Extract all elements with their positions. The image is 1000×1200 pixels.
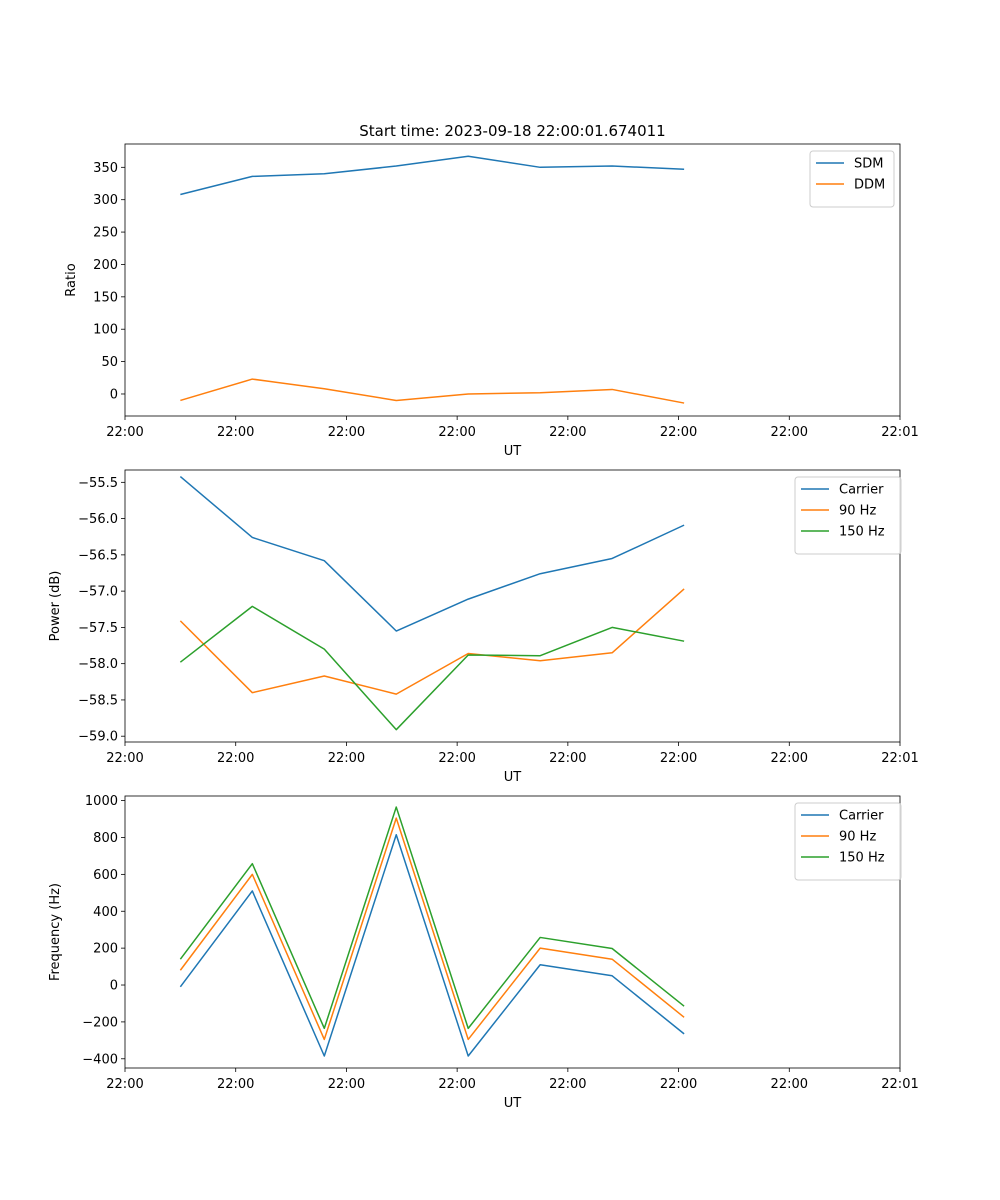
y-tick-label: −58.0: [78, 657, 118, 672]
y-tick-label: 0: [110, 387, 118, 402]
x-axis-label: UT: [504, 1096, 522, 1111]
x-tick-label: 22:00: [106, 1077, 143, 1092]
x-tick-label: 22:00: [106, 425, 143, 440]
x-tick-label: 22:00: [771, 1077, 808, 1092]
legend-label: Carrier: [839, 809, 884, 824]
y-tick-label: −56.5: [78, 548, 118, 563]
y-tick-label: −57.5: [78, 621, 118, 636]
y-tick-label: −56.0: [78, 512, 118, 527]
axes-frame: [124, 143, 901, 417]
y-tick-label: 1000: [85, 794, 118, 809]
chart-title: Start time: 2023-09-18 22:00:01.674011: [359, 122, 665, 140]
y-tick-label: −57.0: [78, 585, 118, 600]
x-tick-label: 22:00: [438, 1077, 475, 1092]
subplot-1: 22:00 22:00 22:00 22:00 22:00 22:00 22:00 22:01…: [64, 143, 919, 459]
subplot-3: 22:00 22:00 22:00 22:00 22:00 22:00 22:00 22:01…: [48, 794, 919, 1111]
series-line-carrier: [179, 833, 685, 1057]
y-tick-label: 300: [93, 193, 118, 208]
x-tick-label: 22:01: [881, 751, 918, 766]
y-tick-label: 100: [93, 323, 118, 338]
x-tick-label: 22:00: [438, 751, 475, 766]
x-tick-label: 22:00: [328, 751, 365, 766]
y-tick-label: 800: [93, 831, 118, 846]
legend-label: 150 Hz: [839, 525, 885, 540]
x-tick-label: 22:00: [217, 425, 254, 440]
legend-box: [809, 150, 895, 208]
axes-frame: [124, 795, 901, 1069]
series-line-90-hz: [179, 588, 685, 695]
legend-label: SDM: [854, 157, 883, 172]
y-tick-label: 400: [93, 905, 118, 920]
x-tick-label: 22:00: [549, 751, 586, 766]
legend-box: [794, 476, 902, 555]
legend-box: [794, 802, 902, 881]
axes-frame: [124, 469, 901, 743]
y-tick-label: 150: [93, 290, 118, 305]
series-line-ddm: [180, 378, 685, 404]
y-tick-label: 600: [93, 868, 118, 883]
series-line-carrier: [179, 475, 685, 632]
x-tick-label: 22:00: [328, 1077, 365, 1092]
x-tick-label: 22:00: [660, 751, 697, 766]
y-tick-label: 250: [93, 226, 118, 241]
x-tick-label: 22:00: [660, 1077, 697, 1092]
y-axis-label: Frequency (Hz): [48, 883, 63, 981]
x-tick-label: 22:00: [106, 751, 143, 766]
legend-label: Carrier: [839, 483, 884, 498]
y-tick-label: −400: [82, 1052, 118, 1067]
y-axis-label: Power (dB): [48, 571, 63, 642]
series-line-150-hz: [179, 806, 685, 1030]
series-line-90-hz: [179, 817, 685, 1041]
y-tick-label: 0: [110, 979, 118, 994]
x-tick-label: 22:00: [771, 425, 808, 440]
y-tick-label: 200: [93, 942, 118, 957]
x-axis-label: UT: [504, 770, 522, 785]
series-line-sdm: [180, 155, 685, 196]
x-axis-label: UT: [504, 444, 522, 459]
x-tick-label: 22:00: [217, 1077, 254, 1092]
x-tick-label: 22:00: [549, 425, 586, 440]
x-tick-label: 22:00: [771, 751, 808, 766]
legend-label: 90 Hz: [839, 830, 876, 845]
series-line-150-hz: [179, 605, 685, 731]
legend-label: 90 Hz: [839, 504, 876, 519]
y-axis-label: Ratio: [64, 263, 79, 296]
legend-label: 150 Hz: [839, 851, 885, 866]
x-tick-label: 22:01: [881, 425, 918, 440]
x-tick-label: 22:00: [660, 425, 697, 440]
y-tick-label: 50: [101, 355, 118, 370]
x-tick-label: 22:00: [549, 1077, 586, 1092]
legend-label: DDM: [854, 178, 885, 193]
y-tick-label: −59.0: [78, 730, 118, 745]
y-tick-label: 350: [93, 161, 118, 176]
y-tick-label: −58.5: [78, 693, 118, 708]
legend: Carrier 90 Hz 150 Hz: [794, 802, 902, 881]
subplot-2: 22:00 22:00 22:00 22:00 22:00 22:00 22:00 22:01…: [48, 469, 919, 785]
x-tick-label: 22:00: [438, 425, 475, 440]
x-tick-label: 22:00: [328, 425, 365, 440]
x-tick-label: 22:01: [881, 1077, 918, 1092]
y-tick-label: −200: [82, 1015, 118, 1030]
x-tick-label: 22:00: [217, 751, 254, 766]
y-tick-label: 200: [93, 258, 118, 273]
legend: SDM DDM: [809, 150, 895, 208]
legend: Carrier 90 Hz 150 Hz: [794, 476, 902, 555]
y-tick-label: −55.5: [78, 476, 118, 491]
